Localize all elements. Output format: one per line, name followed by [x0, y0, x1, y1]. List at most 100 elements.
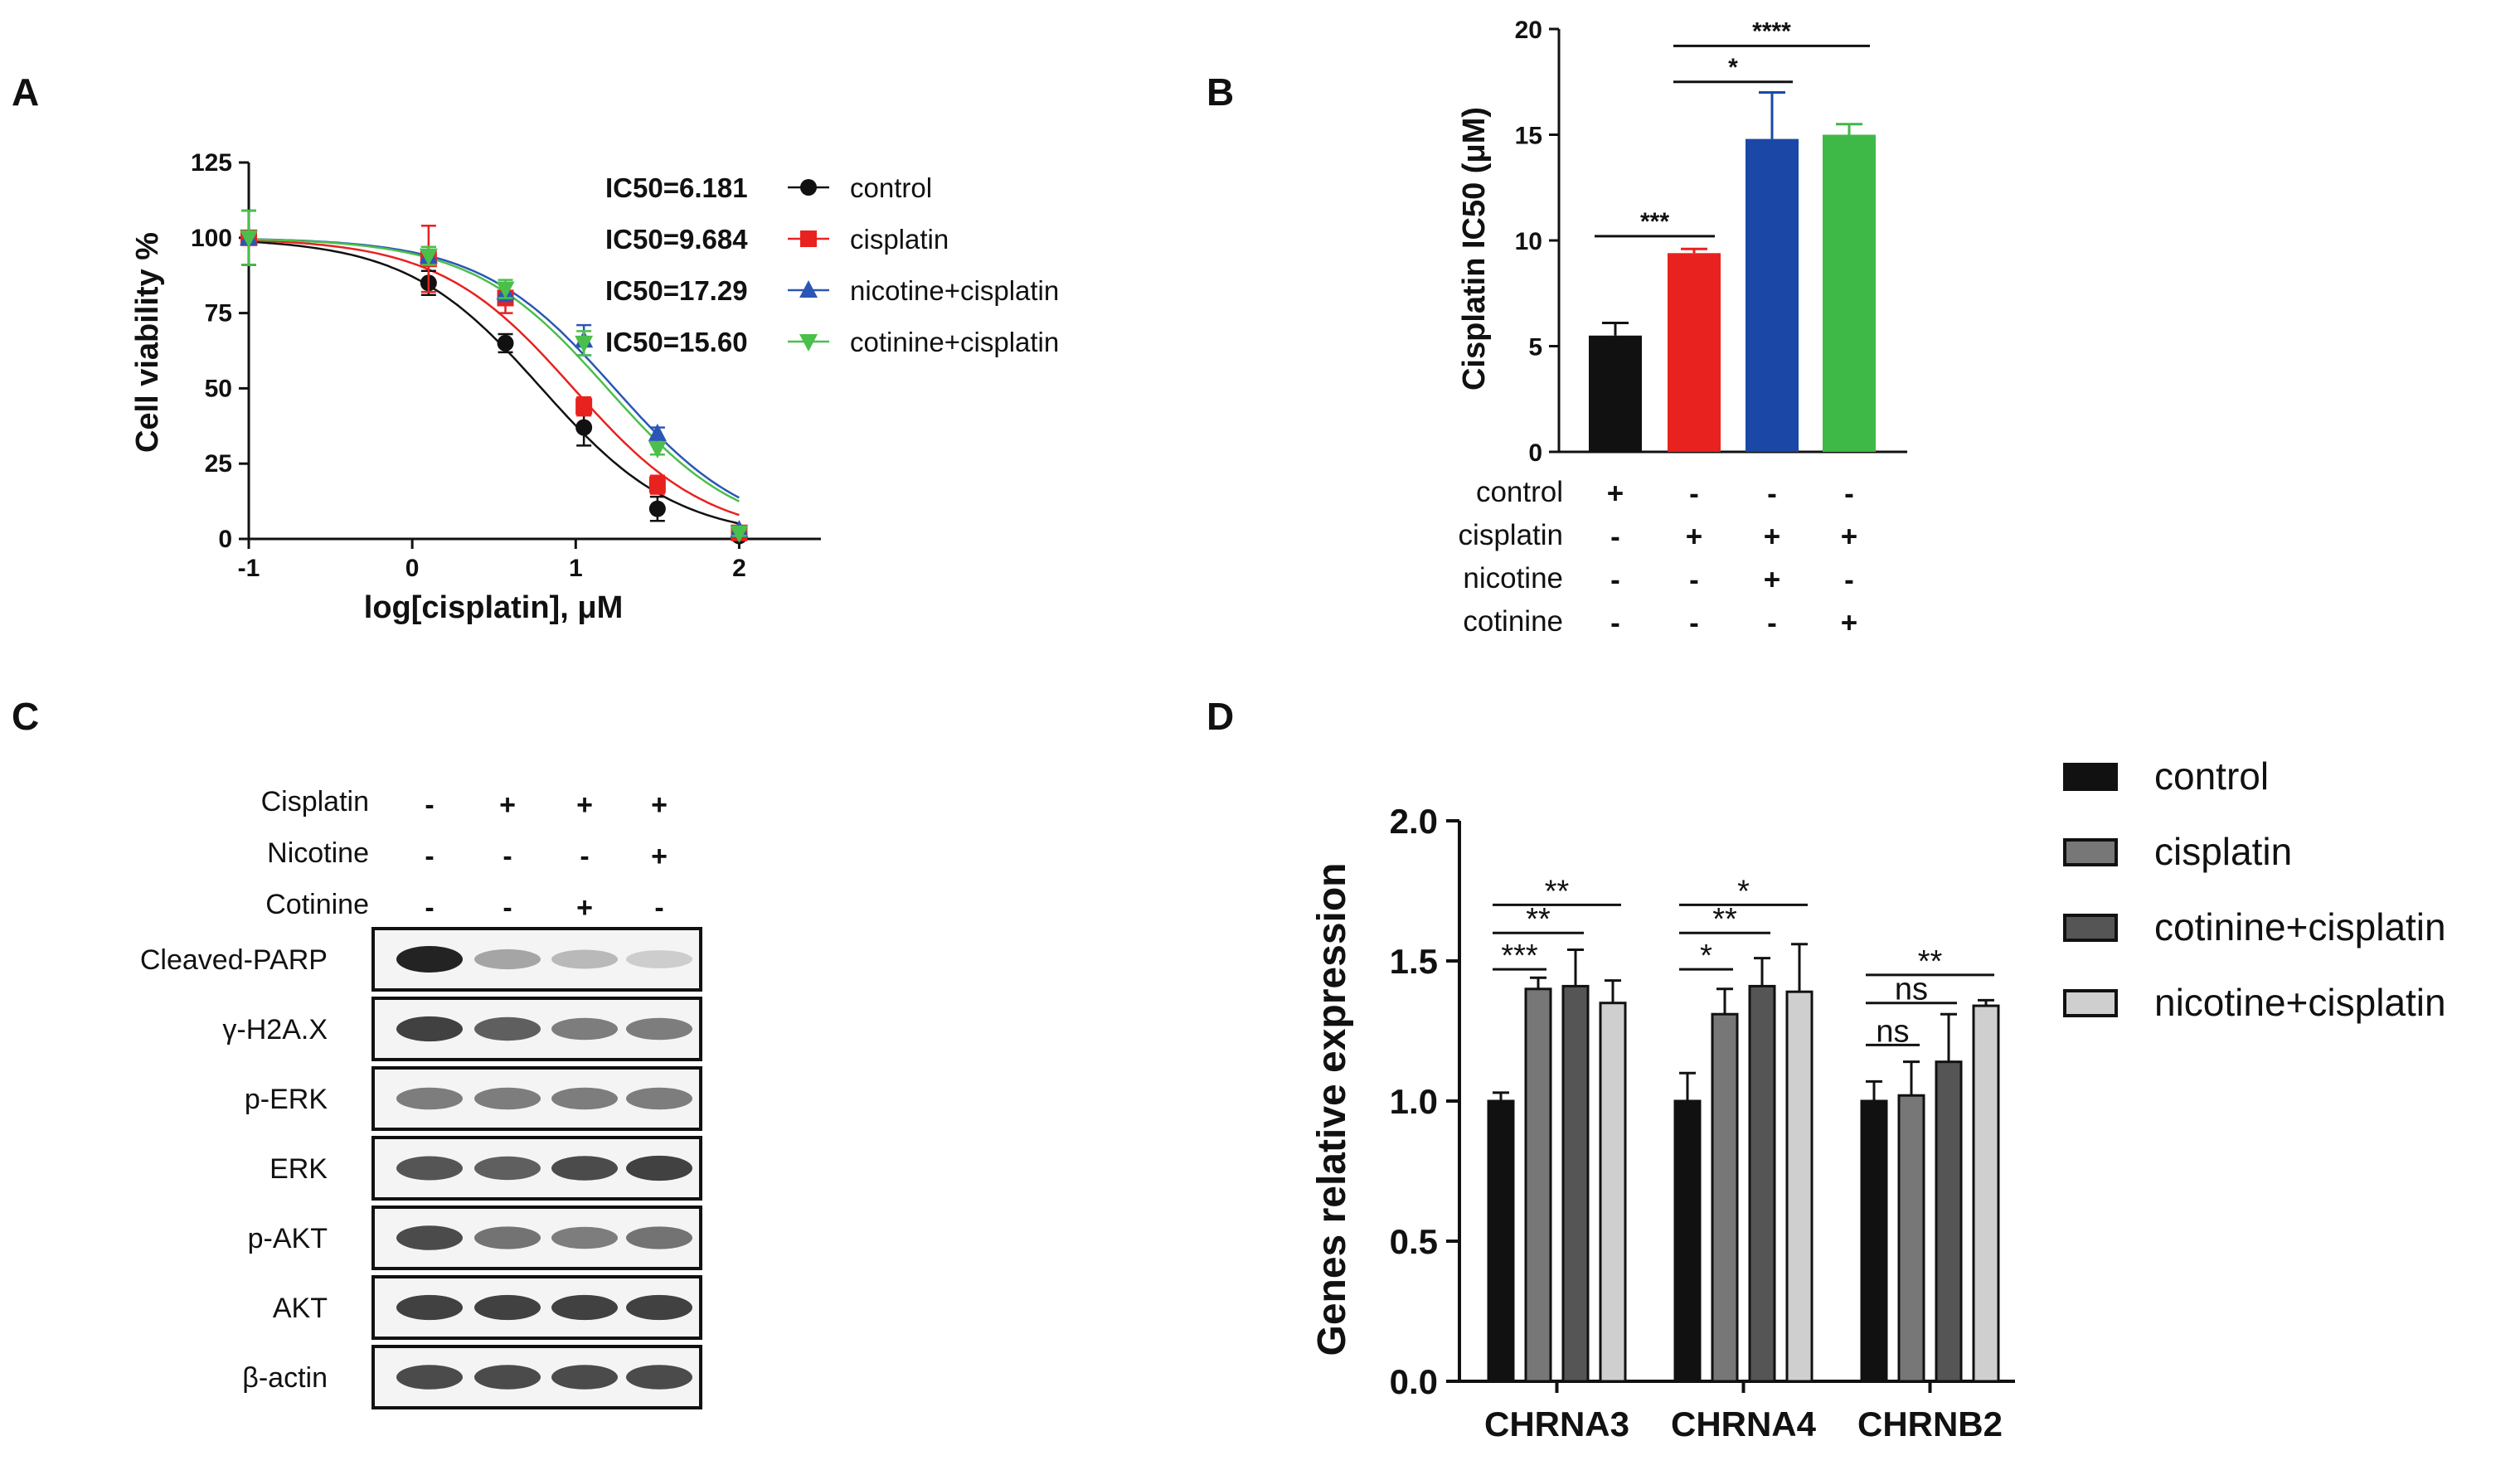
a-point-cotinine-cisplatin [496, 281, 515, 299]
b-bar-control [1589, 335, 1642, 452]
a-ic50-label: IC50=9.684 [605, 224, 748, 255]
c-condition-mark: + [576, 789, 593, 821]
b-condition-mark: + [1841, 607, 1857, 639]
d-bar-control [1673, 1099, 1702, 1383]
b-y-tick-label: 10 [1515, 228, 1542, 255]
d-sig-label: ** [1918, 944, 1943, 979]
a-point-control [648, 500, 666, 517]
b-bar-nicotine-cisplatin [1746, 138, 1799, 452]
c-band [626, 1226, 692, 1249]
a-y-tick-label: 100 [191, 225, 232, 252]
d-y-axis-title: Genes relative expression [1310, 863, 1354, 1356]
c-condition-mark: + [651, 841, 668, 872]
c-condition-mark: + [576, 892, 593, 924]
b-y-tick-label: 5 [1528, 334, 1542, 361]
b-condition-label: cisplatin [1459, 519, 1563, 551]
c-band [474, 1365, 541, 1390]
b-y-tick-label: 20 [1515, 17, 1542, 44]
a-legend-label: nicotine+cisplatin [850, 275, 1059, 306]
d-y-tick-label: 0.0 [1390, 1362, 1438, 1401]
a-ic50-label: IC50=6.181 [605, 172, 748, 203]
a-point-cotinine-cisplatin [648, 441, 667, 459]
d-legend-label: cisplatin [2154, 830, 2292, 873]
b-condition-mark: + [1607, 478, 1624, 510]
d-bar-cotinine-cisplatin [1561, 984, 1590, 1383]
panel-c-western-blot: Cisplatin - + + + Nicotine - - - + Cotinine - - + - Cle… [140, 786, 702, 1409]
d-bar-cisplatin [1711, 1012, 1739, 1383]
d-sig-label: ** [1526, 902, 1551, 937]
b-condition-mark: + [1764, 521, 1780, 553]
a-point-control [575, 419, 593, 436]
c-band-label: γ-H2A.X [222, 1014, 328, 1045]
d-sig-label: ns [1895, 973, 1928, 1007]
d-bar-cotinine-cisplatin [1935, 1060, 1963, 1383]
a-y-tick-label: 75 [205, 300, 232, 327]
b-condition-mark: - [1767, 607, 1777, 639]
c-band-label: ERK [269, 1153, 328, 1185]
b-y-tick-label: 15 [1515, 123, 1542, 150]
d-bar-control [1860, 1099, 1888, 1383]
a-curve-cisplatin [248, 239, 740, 517]
c-band [474, 1016, 541, 1041]
panel-label-b: B [1207, 70, 1234, 114]
d-sig-label: *** [1501, 939, 1538, 973]
b-condition-mark: - [1689, 478, 1699, 510]
a-y-tick-label: 50 [205, 375, 232, 402]
b-condition-label: control [1476, 476, 1563, 508]
b-condition-mark: - [1844, 478, 1854, 510]
c-band [474, 948, 541, 970]
d-category-label: CHRNB2 [1857, 1405, 2003, 1443]
a-x-axis-title: log[cisplatin], μM [364, 590, 623, 625]
a-legend-label: control [850, 172, 932, 203]
b-condition-mark: - [1689, 607, 1699, 639]
c-condition-mark: - [425, 789, 434, 821]
a-legend-marker [799, 334, 818, 352]
c-condition-label: Cisplatin [261, 786, 369, 817]
c-band [626, 950, 692, 968]
c-band [626, 1155, 692, 1181]
c-band [396, 1225, 463, 1250]
d-legend-swatch [2063, 914, 2118, 942]
d-y-tick-label: 2.0 [1390, 802, 1438, 841]
c-condition-mark: + [499, 789, 516, 821]
b-condition-mark: - [1610, 521, 1620, 553]
c-band [474, 1294, 541, 1321]
c-band [396, 1156, 463, 1181]
b-condition-mark: - [1610, 607, 1620, 639]
d-sig-label: ** [1545, 874, 1570, 909]
d-bar-cisplatin [1524, 987, 1552, 1383]
c-band [396, 1016, 463, 1042]
c-band-label: p-ERK [245, 1084, 328, 1115]
c-band [474, 1087, 541, 1110]
a-point-control [497, 334, 514, 352]
a-x-tick-label: 0 [405, 555, 420, 582]
a-legend-marker [800, 179, 817, 196]
c-band [626, 1294, 692, 1321]
c-band [551, 1226, 618, 1249]
a-y-tick-label: 25 [205, 450, 232, 478]
a-y-tick-label: 0 [218, 526, 232, 553]
d-bar-nicotine-cisplatin [1785, 990, 1814, 1383]
d-y-tick-label: 0.5 [1390, 1222, 1438, 1261]
a-point-cotinine-cisplatin [575, 335, 594, 353]
a-legend-label: cisplatin [850, 224, 949, 255]
a-ic50-label: IC50=17.29 [605, 275, 748, 306]
d-legend-swatch [2063, 989, 2118, 1017]
c-condition-label: Cotinine [265, 889, 369, 920]
a-y-axis-title: Cell viability % [130, 232, 165, 453]
b-sig-label: **** [1752, 17, 1791, 45]
c-condition-mark: - [425, 892, 434, 924]
a-point-cotinine-cisplatin [419, 248, 438, 266]
b-condition-label: cotinine [1463, 605, 1563, 638]
d-category-label: CHRNA4 [1671, 1405, 1817, 1443]
d-legend-label: cotinine+cisplatin [2154, 905, 2446, 948]
a-x-tick-label: 2 [732, 555, 746, 582]
d-y-tick-label: 1.5 [1390, 942, 1438, 981]
c-band [551, 1156, 618, 1181]
d-category-label: CHRNA3 [1484, 1405, 1629, 1443]
c-band [551, 949, 618, 969]
d-legend-label: control [2154, 754, 2269, 798]
